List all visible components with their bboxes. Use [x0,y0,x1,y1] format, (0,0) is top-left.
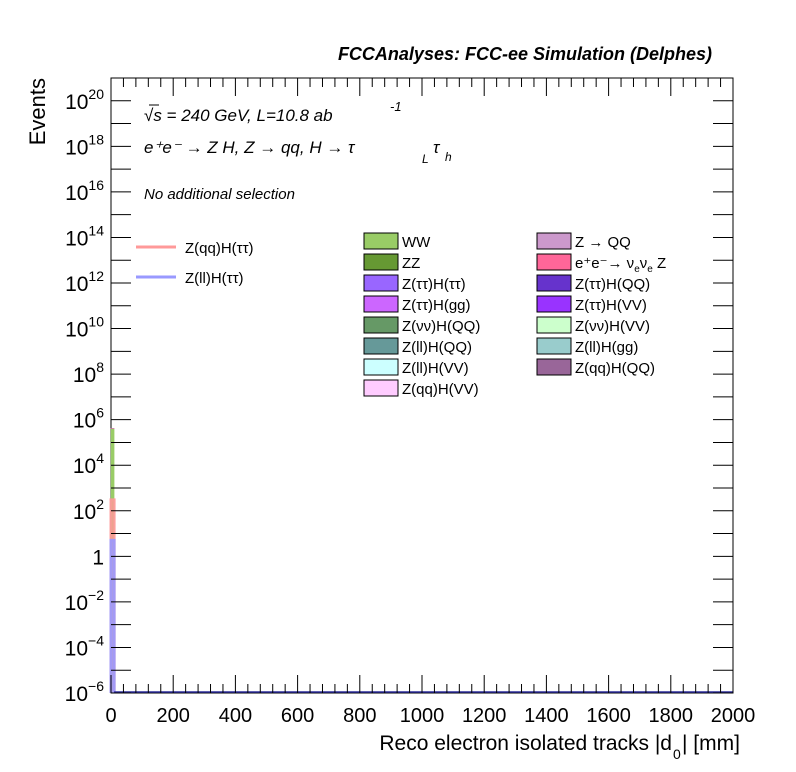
legend-backgrounds: WW ZZ Z(ττ)H(ττ) Z(ττ)H(gg) Z(νν)H(QQ) Z(ll)H… [363,232,666,398]
y-tick-label: 1016 [65,177,104,205]
process-annotation: e⁺e⁻ → Z H, Z → qq, H → τ L τ h [144,138,452,166]
x-axis-label-main: Reco electron isolated tracks |d [379,732,672,755]
y-tick-label: 10−2 [65,587,105,615]
x-tick-label: 600 [281,705,314,727]
y-tick-label: 106 [73,405,104,433]
legend-swatch-zz [363,253,399,271]
y-axis-label: Events [25,78,50,145]
legend-swatch-z-qq-h-qq [536,358,572,376]
y-tick-label: 1012 [65,268,104,296]
y-tick-label: 1 [92,546,104,569]
process-sub-h: h [445,150,452,164]
legend-label-z-h-gg: Z(ττ)H(gg) [402,297,471,314]
chart-title: FCCAnalyses: FCC-ee Simulation (Delphes) [338,44,712,64]
y-tick-label: 1018 [65,131,104,159]
legend-signals: Z(qq)H(ττ) Z(ll)H(ττ) [136,240,254,287]
legend-label-z-ll-h-qq: Z(ll)H(QQ) [402,339,472,356]
x-tick-label: 1600 [586,705,631,727]
legend-label-z-qq-h: Z(qq)H(ττ) [185,240,254,257]
legend-swatch-z-h-qq [536,274,572,292]
legend-label-ww: WW [402,234,431,251]
legend-swatch-z-qq-h-vv [363,379,399,397]
legend-swatch-z-ll-h-qq [363,337,399,355]
y-tick-label: 1010 [65,314,104,342]
legend-swatch-e-e [536,253,572,271]
legend-label-z-h-vv: Z(ττ)H(VV) [575,297,647,314]
legend-label-z-qq-h-qq: Z(qq)H(QQ) [575,360,655,377]
y-tick-label: 1020 [65,86,104,114]
y-tick-label: 104 [73,450,104,478]
legend-label-z-qq-h-vv: Z(qq)H(VV) [402,381,479,398]
legend-label-z-h-qq: Z(ττ)H(QQ) [575,276,650,293]
legend-swatch-z-h-vv [536,316,572,334]
legend-label-z-h: Z(ττ)H(ττ) [402,276,466,293]
y-tick-label: 108 [73,359,104,387]
x-tick-label: 0 [105,705,116,727]
x-tick-label: 1200 [462,705,507,727]
y-tick-label: 10−4 [65,632,105,660]
legend-swatch-z-h-qq [363,316,399,334]
process-tau: τ [433,138,441,157]
legend-label-z-ll-h-vv: Z(ll)H(VV) [402,360,469,377]
y-tick-label: 10−6 [65,678,105,706]
signal-line-z-ll-h-1 [109,538,116,693]
x-axis-label: Reco electron isolated tracks |d 0 | [mm… [379,732,740,762]
legend-label-z-ll-h: Z(ll)H(ττ) [185,270,244,287]
x-tick-label: 800 [343,705,376,727]
x-tick-label: 200 [157,705,190,727]
legend-swatch-z-h [363,274,399,292]
legend-label-z-h-qq: Z(νν)H(QQ) [402,318,480,335]
x-tick-label: 2000 [711,705,756,727]
histogram-bars [109,428,733,694]
legend-swatch-z-h-vv [536,295,572,313]
y-axis: 10−6 10−4 10−2 1 102 104 106 108 1010 1012 1014 101… [65,77,733,706]
energy-text: √s = 240 GeV, L=10.8 ab [144,106,333,125]
legend-swatch-z-ll-h-vv [363,358,399,376]
legend-label-zz: ZZ [402,255,420,272]
legend-label-e-e: e⁺e⁻→ νeνe Z [575,255,666,275]
energy-annotation: √s = 240 GeV, L=10.8 ab -1 [144,99,402,125]
x-axis-label-sub: 0 [673,746,681,762]
y-tick-label: 102 [73,496,104,524]
y-tick-label: 1014 [65,222,104,250]
svg-text:√s = 240 GeV, L=10.8 ab: √s = 240 GeV, L=10.8 ab [144,106,333,125]
process-text: e⁺e⁻ → Z H, Z → qq, H → τ [144,138,356,157]
energy-exponent: -1 [390,99,402,114]
selection-annotation: No additional selection [144,186,295,203]
process-sub-l: L [422,152,429,166]
x-tick-label: 400 [219,705,252,727]
x-tick-label: 1000 [400,705,445,727]
legend-label-z-h-vv: Z(νν)H(VV) [575,318,650,335]
x-axis-label-unit: | [mm] [682,732,740,755]
x-tick-label: 1400 [524,705,569,727]
legend-swatch-z-qq [536,232,572,250]
legend-swatch-z-ll-h-gg [536,337,572,355]
legend-label-z-ll-h-gg: Z(ll)H(gg) [575,339,638,356]
x-axis: 0 200 400 600 800 1000 1200 1400 1600 1800 2000 [105,78,755,727]
x-tick-label: 1800 [649,705,694,727]
legend-label-z-qq: Z → QQ [575,234,631,251]
legend-swatch-z-h-gg [363,295,399,313]
legend-swatch-ww [363,232,399,250]
